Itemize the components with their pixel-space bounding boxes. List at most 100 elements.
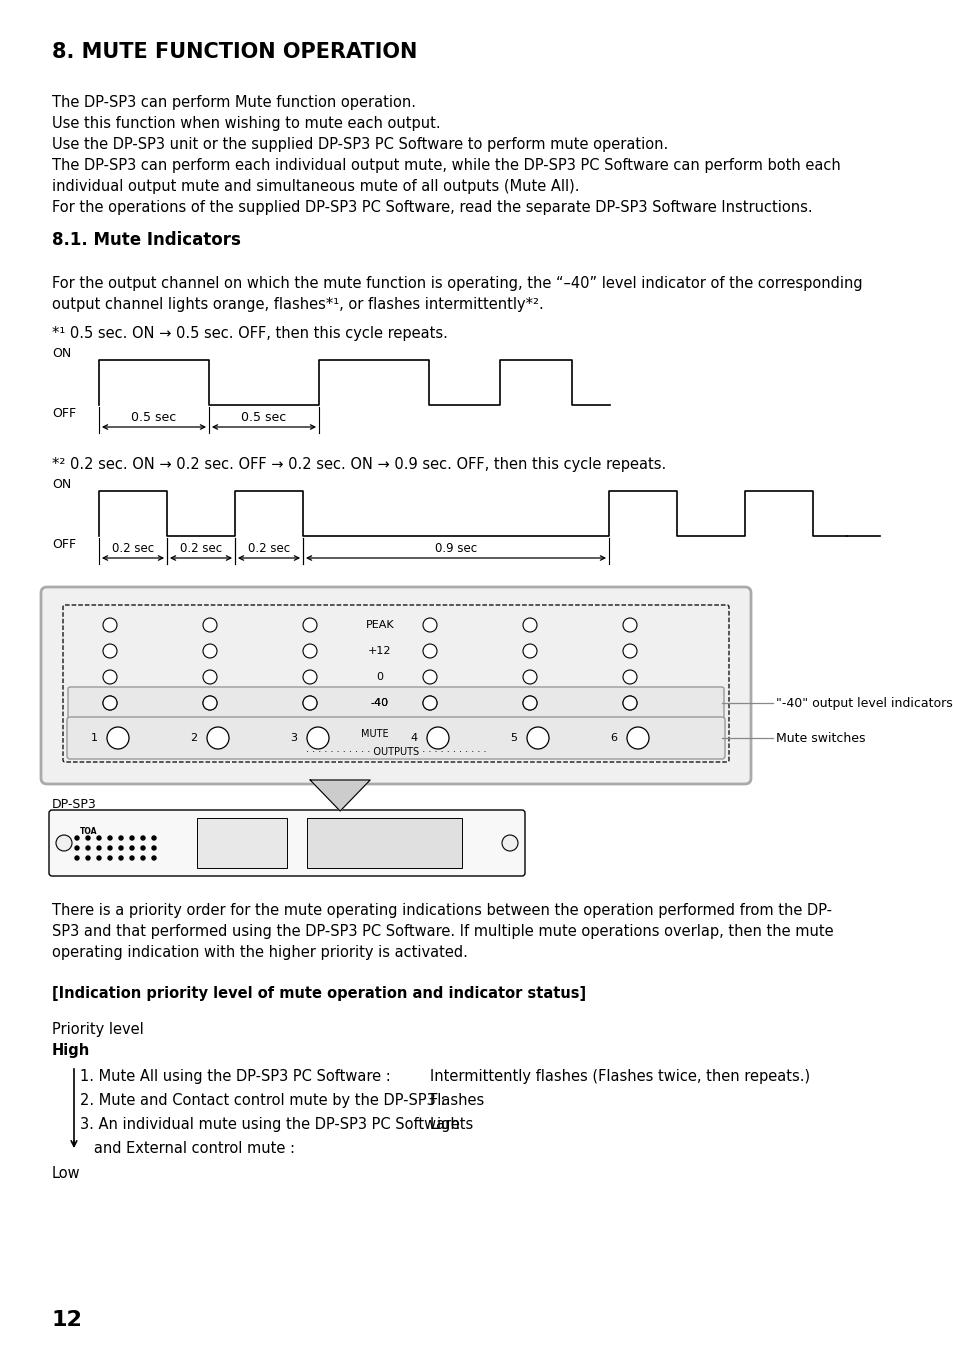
Text: Use the DP-SP3 unit or the supplied DP-SP3 PC Software to perform mute operation: Use the DP-SP3 unit or the supplied DP-S… (52, 136, 667, 153)
Circle shape (97, 846, 101, 850)
Circle shape (422, 697, 436, 710)
Circle shape (108, 836, 112, 840)
Circle shape (501, 836, 517, 850)
Text: OFF: OFF (52, 539, 76, 551)
Circle shape (422, 697, 436, 710)
Circle shape (303, 697, 316, 710)
Circle shape (152, 846, 156, 850)
Circle shape (303, 618, 316, 632)
Text: 0.2 sec: 0.2 sec (248, 541, 290, 555)
Circle shape (108, 856, 112, 860)
FancyBboxPatch shape (68, 687, 723, 720)
Circle shape (522, 644, 537, 657)
Circle shape (422, 644, 436, 657)
Text: operating indication with the higher priority is activated.: operating indication with the higher pri… (52, 945, 467, 960)
Text: TOA: TOA (80, 828, 97, 836)
Text: +12: +12 (368, 647, 392, 656)
FancyBboxPatch shape (49, 810, 524, 876)
Circle shape (522, 697, 537, 710)
Text: SP3 and that performed using the DP-SP3 PC Software. If multiple mute operations: SP3 and that performed using the DP-SP3 … (52, 923, 833, 940)
Circle shape (141, 856, 145, 860)
Text: The DP-SP3 can perform each individual output mute, while the DP-SP3 PC Software: The DP-SP3 can perform each individual o… (52, 158, 840, 173)
Text: 12: 12 (52, 1310, 83, 1330)
Text: Priority level: Priority level (52, 1022, 144, 1037)
Circle shape (207, 728, 229, 749)
Text: Use this function when wishing to mute each output.: Use this function when wishing to mute e… (52, 116, 440, 131)
Text: ON: ON (52, 478, 71, 491)
FancyBboxPatch shape (67, 717, 724, 759)
Text: Flashes: Flashes (430, 1094, 485, 1108)
Circle shape (152, 836, 156, 840)
Circle shape (97, 836, 101, 840)
Circle shape (119, 856, 123, 860)
Circle shape (203, 644, 216, 657)
Circle shape (626, 728, 648, 749)
Circle shape (522, 670, 537, 684)
Circle shape (86, 846, 90, 850)
Text: MUTE: MUTE (361, 729, 389, 738)
Text: 0: 0 (376, 672, 383, 682)
Text: "-40" output level indicators: "-40" output level indicators (775, 697, 952, 710)
Text: There is a priority order for the mute operating indications between the operati: There is a priority order for the mute o… (52, 903, 831, 918)
Circle shape (108, 846, 112, 850)
Circle shape (75, 856, 79, 860)
Circle shape (130, 856, 133, 860)
Text: 2: 2 (191, 733, 197, 743)
Text: Mute switches: Mute switches (775, 732, 864, 744)
Circle shape (97, 856, 101, 860)
Circle shape (75, 846, 79, 850)
Text: *¹ 0.5 sec. ON → 0.5 sec. OFF, then this cycle repeats.: *¹ 0.5 sec. ON → 0.5 sec. OFF, then this… (52, 325, 447, 342)
Text: DP-SP3: DP-SP3 (52, 798, 96, 811)
Text: -40: -40 (371, 698, 389, 707)
Circle shape (622, 670, 637, 684)
Circle shape (130, 836, 133, 840)
Text: 8.1. Mute Indicators: 8.1. Mute Indicators (52, 231, 240, 248)
Circle shape (203, 670, 216, 684)
Text: 3. An individual mute using the DP-SP3 PC Software: 3. An individual mute using the DP-SP3 P… (80, 1116, 459, 1133)
Circle shape (119, 836, 123, 840)
Text: High: High (52, 1044, 91, 1058)
Circle shape (522, 697, 537, 710)
Text: ON: ON (52, 347, 71, 360)
Text: 0.5 sec: 0.5 sec (132, 410, 176, 424)
Circle shape (422, 618, 436, 632)
Text: and External control mute :: and External control mute : (80, 1141, 294, 1156)
Circle shape (141, 836, 145, 840)
Circle shape (141, 846, 145, 850)
FancyBboxPatch shape (41, 587, 750, 784)
Text: 0.2 sec: 0.2 sec (180, 541, 222, 555)
Circle shape (86, 836, 90, 840)
Circle shape (86, 856, 90, 860)
Circle shape (622, 697, 637, 710)
Circle shape (526, 728, 548, 749)
Circle shape (152, 856, 156, 860)
Text: 1: 1 (91, 733, 97, 743)
Text: 1. Mute All using the DP-SP3 PC Software :: 1. Mute All using the DP-SP3 PC Software… (80, 1069, 391, 1084)
Circle shape (203, 697, 216, 710)
Text: *² 0.2 sec. ON → 0.2 sec. OFF → 0.2 sec. ON → 0.9 sec. OFF, then this cycle repe: *² 0.2 sec. ON → 0.2 sec. OFF → 0.2 sec.… (52, 458, 665, 472)
Circle shape (622, 618, 637, 632)
Bar (307, 818, 461, 868)
Text: output channel lights orange, flashes*¹, or flashes intermittently*².: output channel lights orange, flashes*¹,… (52, 297, 543, 312)
Text: 3: 3 (291, 733, 297, 743)
Circle shape (103, 670, 117, 684)
Text: 8. MUTE FUNCTION OPERATION: 8. MUTE FUNCTION OPERATION (52, 42, 417, 62)
Text: 6: 6 (610, 733, 617, 743)
Bar (196, 818, 287, 868)
Circle shape (303, 670, 316, 684)
Circle shape (303, 697, 316, 710)
Text: For the output channel on which the mute function is operating, the “–40” level : For the output channel on which the mute… (52, 275, 862, 292)
Text: For the operations of the supplied DP-SP3 PC Software, read the separate DP-SP3 : For the operations of the supplied DP-SP… (52, 200, 812, 215)
Text: · · · · · · · · · · · OUTPUTS · · · · · · · · · · ·: · · · · · · · · · · · OUTPUTS · · · · · … (305, 747, 486, 757)
Circle shape (75, 836, 79, 840)
Circle shape (107, 728, 129, 749)
Circle shape (622, 644, 637, 657)
Circle shape (103, 644, 117, 657)
Circle shape (103, 697, 117, 710)
Circle shape (203, 697, 216, 710)
Text: OFF: OFF (52, 406, 76, 420)
Text: 2. Mute and Contact control mute by the DP-SP3 :: 2. Mute and Contact control mute by the … (80, 1094, 445, 1108)
Text: The DP-SP3 can perform Mute function operation.: The DP-SP3 can perform Mute function ope… (52, 95, 416, 109)
Polygon shape (310, 780, 370, 811)
Circle shape (427, 728, 449, 749)
